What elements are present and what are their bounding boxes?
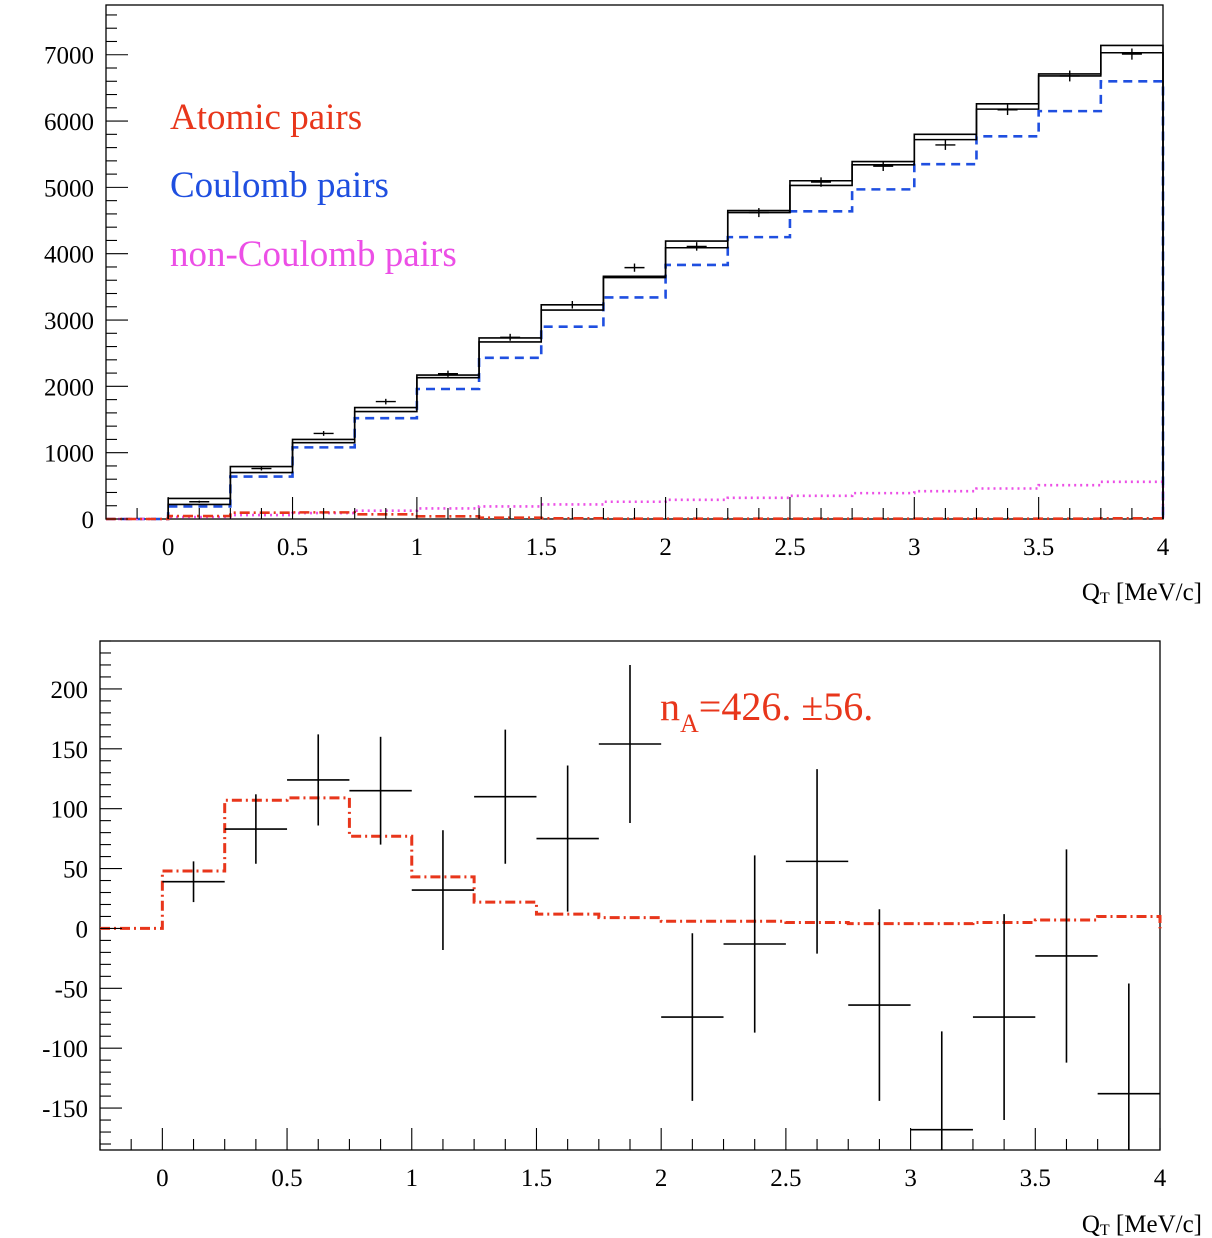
bottom-y-tick-label: -150 xyxy=(42,1096,88,1123)
top-axes: 0 1000 2000 3000 4000 5000 6000 7000 0 0.5 1 1.5 2 2.… xyxy=(44,14,1170,561)
na-fit-result-annotation: nA=426. ±56. xyxy=(660,684,873,738)
bottom-panel: -150 -100 -50 0 50 100 150 200 0 0.5 1 1.5 2 2.5 3 3.5 4… xyxy=(42,640,1202,1238)
top-x-tick-label: 0.5 xyxy=(277,534,308,561)
bottom-y-tick-label: 200 xyxy=(51,677,89,704)
bottom-y-tick-label: 50 xyxy=(63,857,88,884)
top-x-axis-title-unit: [MeV/c] xyxy=(1110,579,1202,606)
top-y-tick-label: 4000 xyxy=(44,242,94,269)
top-x-axis-title-sub: T xyxy=(1100,590,1110,607)
top-y-tick-label: 7000 xyxy=(44,43,94,70)
top-y-tick-label: 3000 xyxy=(44,308,94,335)
bottom-axes: -150 -100 -50 0 50 100 150 200 0 0.5 1 1.5 2 2.5 3 3.5 4 xyxy=(42,640,1167,1192)
top-x-tick-label: 1.5 xyxy=(526,534,557,561)
bottom-atomic-fit-line xyxy=(100,796,1162,930)
bottom-x-axis-title-sub: T xyxy=(1100,1222,1110,1238)
top-x-tick-label: 3 xyxy=(908,534,921,561)
top-y-tick-label: 2000 xyxy=(44,374,94,401)
na-annotation-main: n xyxy=(660,684,680,729)
top-x-tick-label: 2 xyxy=(659,534,672,561)
bottom-x-axis-title-q: Q xyxy=(1082,1211,1100,1238)
bottom-x-tick-label: 1 xyxy=(406,1165,419,1192)
na-annotation-value: =426. ±56. xyxy=(699,684,874,729)
top-panel: 0 1000 2000 3000 4000 5000 6000 7000 0 0.5 1 1.5 2 2.… xyxy=(44,4,1202,607)
top-x-tick-label: 4 xyxy=(1157,534,1170,561)
bottom-x-tick-label: 1.5 xyxy=(521,1165,552,1192)
bottom-series-layer xyxy=(100,664,1162,1150)
bottom-y-tick-label: 100 xyxy=(51,797,89,824)
bottom-x-axis-title: QT [MeV/c] xyxy=(1082,1211,1202,1238)
top-x-tick-label: 0 xyxy=(162,534,175,561)
bottom-y-tick-label: -100 xyxy=(42,1036,88,1063)
top-y-tick-label: 6000 xyxy=(44,109,94,136)
top-x-axis-title: QT [MeV/c] xyxy=(1082,579,1202,607)
legend-atomic-pairs: Atomic pairs xyxy=(170,97,362,138)
top-legend: Atomic pairs Coulomb pairs non-Coulomb p… xyxy=(170,97,457,275)
top-y-tick-label: 5000 xyxy=(44,175,94,202)
bottom-x-tick-label: 2 xyxy=(655,1165,668,1192)
legend-coulomb-pairs: Coulomb pairs xyxy=(170,165,389,206)
top-x-tick-label: 1 xyxy=(411,534,424,561)
bottom-x-axis-title-unit: [MeV/c] xyxy=(1110,1211,1202,1238)
legend-non-coulomb-pairs: non-Coulomb pairs xyxy=(170,234,457,275)
bottom-y-tick-label: 0 xyxy=(76,916,89,943)
top-y-tick-label: 1000 xyxy=(44,441,94,468)
na-annotation-sub: A xyxy=(680,709,699,738)
top-x-tick-label: 3.5 xyxy=(1023,534,1054,561)
bottom-x-tick-label: 2.5 xyxy=(770,1165,801,1192)
bottom-x-tick-label: 3.5 xyxy=(1020,1165,1051,1192)
bottom-y-tick-label: 150 xyxy=(51,737,89,764)
top-x-tick-label: 2.5 xyxy=(774,534,805,561)
bottom-x-tick-label: 0.5 xyxy=(271,1165,302,1192)
top-plot-frame xyxy=(105,4,1164,520)
bottom-y-tick-label: -50 xyxy=(55,976,88,1003)
top-y-tick-label: 0 xyxy=(82,507,95,534)
bottom-x-tick-label: 4 xyxy=(1154,1165,1167,1192)
top-x-axis-title-q: Q xyxy=(1082,579,1100,606)
bottom-x-tick-label: 0 xyxy=(156,1165,169,1192)
bottom-x-tick-label: 3 xyxy=(904,1165,917,1192)
